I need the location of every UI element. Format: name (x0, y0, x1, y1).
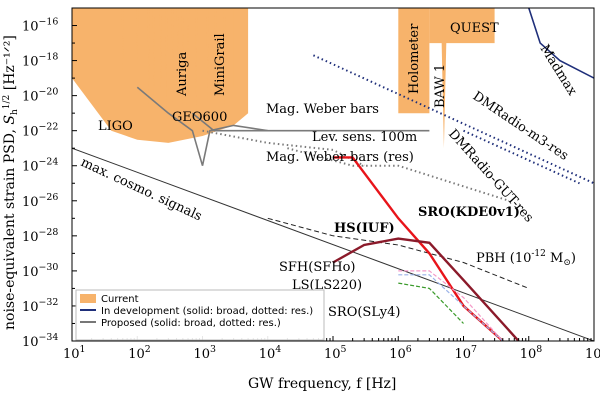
pbh-label: PBH (10-12 M⊙) (476, 249, 576, 268)
minigrail-label: MiniGrail (213, 33, 228, 96)
resonant-bar-spike (186, 8, 190, 98)
x-axis-label: GW frequency, f [Hz] (248, 376, 396, 392)
curves-layer (72, 8, 594, 341)
y-tick-label: 10−32 (22, 297, 58, 315)
dmradio-m3-label: DMRadio-m3-res (470, 89, 571, 164)
mag-weber-bars-res-label: Mag. Weber bars (res) (266, 150, 414, 165)
y-tick-label: 10−20 (22, 87, 58, 105)
legend-entry-label: In development (solid: broad, dotted: re… (101, 306, 313, 317)
sro-kde0v1-label: SRO(KDE0v1) (418, 205, 520, 220)
resonant-bar-spike (181, 8, 184, 105)
x-tick-label: 103 (194, 344, 217, 362)
resonant-bar-spike (152, 8, 155, 96)
mag-weber-bars-label: Mag. Weber bars (266, 102, 379, 117)
resonant-bar-spike (136, 8, 139, 66)
resonant-bar-spike (176, 8, 179, 91)
legend-current-patch (80, 294, 96, 303)
dev-dmradio-m3-res-curve (312, 54, 594, 185)
lev-sens-label: Lev. sens. 100m (312, 130, 417, 145)
ligo-label: LIGO (98, 119, 133, 134)
y-tick-label: 10−24 (22, 157, 58, 175)
y-tick-label: 10−18 (22, 52, 58, 70)
geo600-region (168, 8, 234, 114)
legend-box (75, 289, 325, 341)
y-tick-label: 10−28 (22, 227, 58, 245)
legend-entry-label: Proposed (solid: broad, dotted: res.) (101, 318, 281, 329)
proposed-mag-weber-bars-curve (191, 112, 430, 132)
x-tick-label: 107 (455, 344, 478, 362)
madmax-label: Madmax (537, 42, 580, 99)
hs-iuf-label: HS(IUF) (334, 221, 395, 236)
x-tick-label: 109 (585, 344, 600, 362)
quest-label: QUEST (450, 21, 499, 36)
x-tick-label: 105 (324, 344, 347, 362)
signal-ls-ls220--curve (398, 274, 504, 341)
y-tick-label: 10−30 (22, 262, 58, 280)
y-tick-label: 10−16 (22, 17, 58, 35)
resonant-bar-spike (171, 8, 174, 103)
signal-sro-sly4--curve (398, 282, 464, 324)
y-tick-label: 10−34 (22, 332, 58, 350)
x-tick-label: 108 (520, 344, 543, 362)
resonant-bar-spike (195, 8, 198, 114)
x-tick-label: 106 (389, 344, 412, 362)
dev-dmradio-gut-res-curve (463, 129, 580, 185)
x-tick-label: 102 (128, 344, 151, 362)
axes-layer: 101 102 103 104 105 106 107 108 109 10−34 10−32 10−… (2, 7, 600, 392)
proposed-mag-weber-bars-res--curve (287, 147, 510, 202)
x-tick-label: 101 (63, 344, 86, 362)
geo600-curve (136, 86, 268, 166)
legend-entry-label: Current (101, 294, 139, 305)
resonant-bar-spike (223, 8, 226, 105)
resonant-bar-spike (147, 8, 150, 105)
y-tick-label: 10−22 (22, 122, 58, 140)
signal-sfh-sfho--curve (398, 270, 504, 341)
pbh-line (267, 217, 529, 289)
resonant-bar-spike (206, 8, 209, 103)
dev-madmax-curve (528, 8, 594, 79)
signal-hs-iuf--curve (332, 237, 520, 341)
holometer-label: Holometer (407, 23, 422, 94)
sro-sly4-label: SRO(SLy4) (328, 305, 400, 320)
y-axis-label: noise-equivalent strain PSD, Sh1/2 [Hz⁻¹… (2, 35, 20, 330)
auriga-label: Auriga (175, 52, 190, 97)
resonant-bar-spike (121, 8, 124, 73)
current-detectors-layer (72, 8, 495, 149)
sfh-label: SFH(SFHo) (279, 260, 356, 275)
holometer-region (398, 8, 430, 114)
resonant-bar-spike (214, 8, 217, 91)
max-cosmo-signals-line (72, 147, 594, 341)
resonant-bar-spike (159, 8, 162, 88)
geo600-label: GEO600 (172, 110, 227, 125)
baw1-label: BAW 1 (433, 64, 448, 108)
quest-region (429, 8, 495, 44)
y-tick-label: 10−26 (22, 192, 58, 210)
ls-label: LS(LS220) (292, 278, 362, 293)
x-tick-label: 104 (259, 344, 282, 362)
resonant-bar-spike (165, 8, 168, 108)
